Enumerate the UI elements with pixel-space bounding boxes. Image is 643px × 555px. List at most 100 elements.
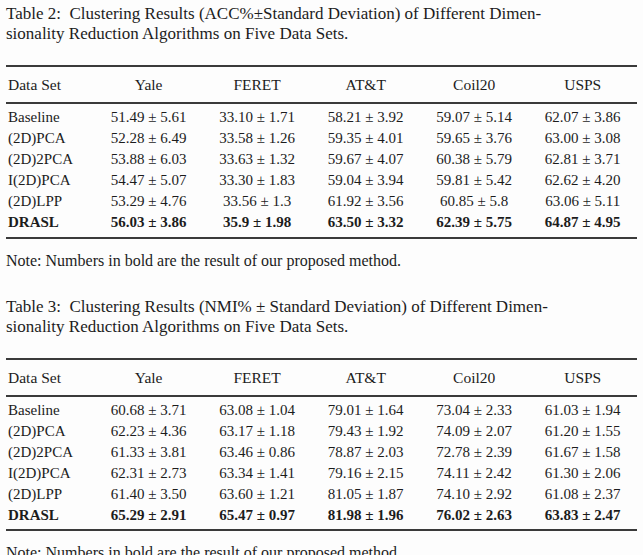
result-cell: 63.17 ± 1.18 [203,421,312,442]
table3-caption: Table 3: Clustering Results (NMI% ± Stan… [6,297,637,337]
result-cell: 62.39 ± 5.75 [420,212,529,238]
result-cell: 81.98 ± 1.96 [311,505,420,531]
result-cell: 63.08 ± 1.04 [203,396,312,421]
column-header: Coil20 [420,359,529,396]
column-header: Yale [94,359,203,396]
result-cell: 59.65 ± 3.76 [420,128,529,149]
result-cell: 63.50 ± 3.32 [311,212,420,238]
result-cell: 33.56 ± 1.3 [203,191,312,212]
result-cell: 72.78 ± 2.39 [420,442,529,463]
result-cell: 63.83 ± 2.47 [528,505,637,531]
result-cell: 60.85 ± 5.8 [420,191,529,212]
header-row: Data SetYaleFERETAT&TCoil20USPS [6,359,637,396]
column-header: Coil20 [420,66,529,103]
table2-block: Table 2: Clustering Results (ACC%±Standa… [6,4,637,270]
result-cell: 53.29 ± 4.76 [94,191,203,212]
result-cell: 79.16 ± 2.15 [311,463,420,484]
result-cell: 76.02 ± 2.63 [420,505,529,531]
table-row: (2D)LPP53.29 ± 4.7633.56 ± 1.361.92 ± 3.… [6,191,637,212]
result-cell: 51.49 ± 5.61 [94,103,203,128]
column-header: Data Set [6,359,94,396]
result-cell: 33.10 ± 1.71 [203,103,312,128]
result-cell: 79.01 ± 1.64 [311,396,420,421]
result-cell: 61.92 ± 3.56 [311,191,420,212]
result-cell: 63.46 ± 0.86 [203,442,312,463]
header-row: Data SetYaleFERETAT&TCoil20USPS [6,66,637,103]
result-cell: 61.08 ± 2.37 [528,484,637,505]
result-cell: 63.34 ± 1.41 [203,463,312,484]
result-cell: 59.35 ± 4.01 [311,128,420,149]
table3-note: Note: Numbers in bold are the result of … [6,543,637,555]
result-cell: 79.43 ± 1.92 [311,421,420,442]
column-header: AT&T [311,66,420,103]
table3-caption-line1: Table 3: Clustering Results (NMI% ± Stan… [6,297,637,317]
column-header: Yale [94,66,203,103]
result-cell: 62.62 ± 4.20 [528,170,637,191]
result-cell: 61.33 ± 3.81 [94,442,203,463]
result-cell: 63.06 ± 5.11 [528,191,637,212]
result-cell: 53.88 ± 6.03 [94,149,203,170]
row-label: I(2D)PCA [6,170,94,191]
table-row: DRASL65.29 ± 2.9165.47 ± 0.9781.98 ± 1.9… [6,505,637,531]
table2-note: Note: Numbers in bold are the result of … [6,251,637,270]
table-row: (2D)PCA52.28 ± 6.4933.58 ± 1.2659.35 ± 4… [6,128,637,149]
row-label: DRASL [6,505,94,531]
acc-results-table: Data SetYaleFERETAT&TCoil20USPSBaseline5… [6,65,637,239]
result-cell: 59.81 ± 5.42 [420,170,529,191]
result-cell: 59.07 ± 5.14 [420,103,529,128]
result-cell: 54.47 ± 5.07 [94,170,203,191]
row-label: (2D)LPP [6,484,94,505]
table-row: (2D)2PCA53.88 ± 6.0333.63 ± 1.3259.67 ± … [6,149,637,170]
result-cell: 81.05 ± 1.87 [311,484,420,505]
result-cell: 62.31 ± 2.73 [94,463,203,484]
result-cell: 33.63 ± 1.32 [203,149,312,170]
result-cell: 35.9 ± 1.98 [203,212,312,238]
result-cell: 59.04 ± 3.94 [311,170,420,191]
result-cell: 78.87 ± 2.03 [311,442,420,463]
result-cell: 33.58 ± 1.26 [203,128,312,149]
result-cell: 64.87 ± 4.95 [528,212,637,238]
result-cell: 62.23 ± 4.36 [94,421,203,442]
result-cell: 61.20 ± 1.55 [528,421,637,442]
result-cell: 61.03 ± 1.94 [528,396,637,421]
table-row: I(2D)PCA62.31 ± 2.7363.34 ± 1.4179.16 ± … [6,463,637,484]
column-header: FERET [203,66,312,103]
result-cell: 73.04 ± 2.33 [420,396,529,421]
result-cell: 52.28 ± 6.49 [94,128,203,149]
column-header: AT&T [311,359,420,396]
result-cell: 61.30 ± 2.06 [528,463,637,484]
result-cell: 58.21 ± 3.92 [311,103,420,128]
table2-caption: Table 2: Clustering Results (ACC%±Standa… [6,4,637,44]
row-label: (2D)PCA [6,128,94,149]
table3-caption-line2: sionality Reduction Algorithms on Five D… [6,317,637,337]
row-label: I(2D)PCA [6,463,94,484]
table3-block: Table 3: Clustering Results (NMI% ± Stan… [6,297,637,555]
result-cell: 65.47 ± 0.97 [203,505,312,531]
result-cell: 33.30 ± 1.83 [203,170,312,191]
result-cell: 63.60 ± 1.21 [203,484,312,505]
column-header: USPS [528,66,637,103]
table-row: DRASL56.03 ± 3.8635.9 ± 1.9863.50 ± 3.32… [6,212,637,238]
result-cell: 61.40 ± 3.50 [94,484,203,505]
table-row: (2D)2PCA61.33 ± 3.8163.46 ± 0.8678.87 ± … [6,442,637,463]
nmi-results-table: Data SetYaleFERETAT&TCoil20USPSBaseline6… [6,358,637,532]
column-header: FERET [203,359,312,396]
result-cell: 65.29 ± 2.91 [94,505,203,531]
table-row: Baseline60.68 ± 3.7163.08 ± 1.0479.01 ± … [6,396,637,421]
row-label: (2D)LPP [6,191,94,212]
result-cell: 63.00 ± 3.08 [528,128,637,149]
result-cell: 56.03 ± 3.86 [94,212,203,238]
paper-page: Table 2: Clustering Results (ACC%±Standa… [0,0,643,555]
table2-caption-line2: sionality Reduction Algorithms on Five D… [6,24,637,44]
result-cell: 74.09 ± 2.07 [420,421,529,442]
column-header: Data Set [6,66,94,103]
table-row: Baseline51.49 ± 5.6133.10 ± 1.7158.21 ± … [6,103,637,128]
row-label: (2D)2PCA [6,442,94,463]
result-cell: 61.67 ± 1.58 [528,442,637,463]
row-label: (2D)PCA [6,421,94,442]
row-label: (2D)2PCA [6,149,94,170]
row-label: DRASL [6,212,94,238]
column-header: USPS [528,359,637,396]
result-cell: 74.11 ± 2.42 [420,463,529,484]
table-row: I(2D)PCA54.47 ± 5.0733.30 ± 1.8359.04 ± … [6,170,637,191]
